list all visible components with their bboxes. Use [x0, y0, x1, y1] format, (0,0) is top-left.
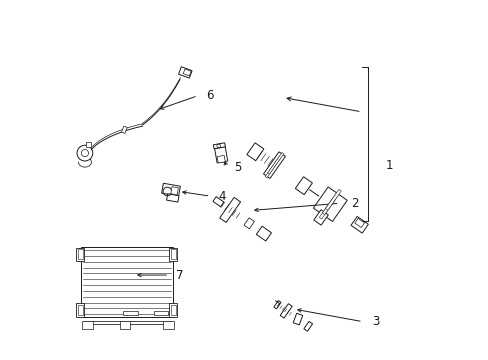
Polygon shape — [76, 248, 84, 261]
Text: 4: 4 — [218, 190, 226, 203]
Polygon shape — [322, 194, 338, 215]
Polygon shape — [169, 303, 177, 317]
Polygon shape — [85, 141, 91, 147]
Polygon shape — [170, 249, 176, 260]
Polygon shape — [81, 247, 172, 317]
Polygon shape — [319, 198, 334, 219]
Polygon shape — [123, 311, 137, 315]
Polygon shape — [76, 303, 84, 317]
Polygon shape — [217, 156, 225, 163]
Polygon shape — [263, 152, 285, 179]
Polygon shape — [280, 303, 292, 318]
Polygon shape — [78, 305, 83, 315]
Polygon shape — [313, 210, 327, 225]
Polygon shape — [212, 197, 224, 207]
Polygon shape — [166, 194, 179, 202]
Polygon shape — [154, 311, 168, 315]
Polygon shape — [120, 321, 130, 329]
Polygon shape — [163, 321, 173, 329]
Polygon shape — [219, 197, 240, 222]
Polygon shape — [214, 147, 227, 163]
Polygon shape — [169, 248, 177, 261]
Polygon shape — [170, 305, 176, 315]
Polygon shape — [256, 226, 271, 241]
Polygon shape — [273, 301, 281, 309]
Text: 7: 7 — [176, 269, 183, 282]
Polygon shape — [354, 219, 364, 228]
Polygon shape — [244, 218, 254, 229]
Polygon shape — [313, 187, 346, 221]
Text: 1: 1 — [386, 159, 393, 172]
Polygon shape — [213, 143, 225, 149]
Text: 6: 6 — [205, 89, 213, 102]
Polygon shape — [78, 249, 83, 260]
Polygon shape — [267, 153, 283, 174]
Polygon shape — [350, 216, 367, 233]
Polygon shape — [246, 143, 264, 161]
Polygon shape — [162, 183, 180, 196]
Polygon shape — [325, 189, 341, 210]
Polygon shape — [170, 187, 178, 195]
Polygon shape — [82, 321, 93, 329]
Polygon shape — [122, 126, 127, 134]
Polygon shape — [178, 67, 192, 78]
Polygon shape — [264, 156, 281, 178]
Polygon shape — [304, 321, 312, 331]
Polygon shape — [293, 313, 302, 325]
Text: 2: 2 — [350, 197, 358, 210]
Polygon shape — [183, 69, 191, 76]
Text: 3: 3 — [371, 315, 378, 328]
Text: 5: 5 — [233, 161, 241, 174]
Polygon shape — [295, 177, 312, 195]
